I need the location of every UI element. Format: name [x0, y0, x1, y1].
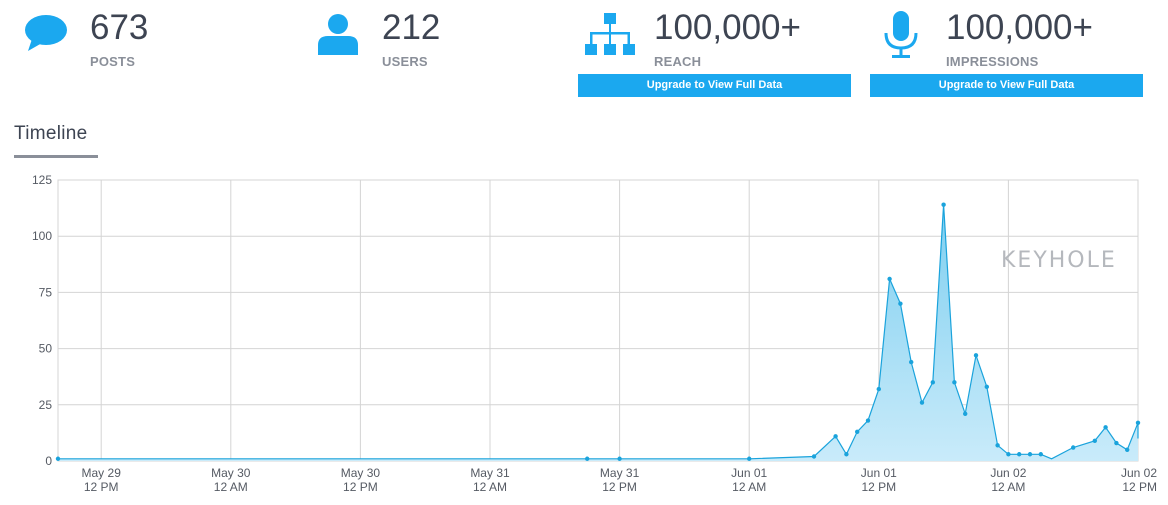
data-point[interactable]: [919, 400, 925, 405]
posts-value: 673: [90, 8, 149, 47]
x-tick-label-date: May 31: [600, 466, 640, 480]
keyhole-watermark: KEYHOLE: [1001, 248, 1117, 273]
data-point[interactable]: [952, 380, 957, 385]
x-tick-label-date: May 30: [211, 466, 251, 480]
reach-upgrade-button[interactable]: Upgrade to View Full Data: [578, 74, 851, 97]
x-tick-label-date: May 31: [470, 466, 510, 480]
data-point[interactable]: [865, 418, 871, 423]
users-value: 212: [382, 8, 441, 47]
y-tick-label: 75: [39, 285, 53, 299]
chat-bubble-icon: [24, 14, 68, 57]
data-point[interactable]: [1027, 452, 1033, 457]
x-tick-label-time: 12 PM: [84, 480, 119, 494]
data-point[interactable]: [1103, 425, 1108, 430]
x-tick-label-time: 12 AM: [473, 480, 507, 494]
data-point[interactable]: [876, 386, 881, 392]
stat-posts: 673 POSTS: [0, 0, 290, 100]
microphone-icon: [884, 11, 918, 64]
series-area-fill: [58, 204, 1138, 461]
x-tick-label-time: 12 PM: [602, 480, 637, 494]
user-icon: [318, 13, 358, 60]
data-point[interactable]: [55, 456, 61, 461]
data-point[interactable]: [1038, 452, 1044, 457]
data-point[interactable]: [1125, 447, 1130, 452]
y-tick-label: 50: [39, 342, 53, 356]
posts-label: POSTS: [90, 54, 136, 69]
stat-users: 212 USERS: [300, 0, 570, 100]
impressions-label: IMPRESSIONS: [946, 54, 1039, 69]
x-tick-label-time: 12 PM: [861, 480, 896, 494]
data-point[interactable]: [887, 276, 892, 282]
data-point[interactable]: [1092, 438, 1098, 443]
data-point[interactable]: [1017, 452, 1022, 457]
impressions-upgrade-button[interactable]: Upgrade to View Full Data: [870, 74, 1143, 97]
data-point[interactable]: [844, 452, 849, 457]
impressions-value: 100,000+: [946, 8, 1093, 47]
data-point[interactable]: [984, 384, 989, 390]
data-point[interactable]: [963, 411, 968, 416]
x-tick-label-time: 12 PM: [1122, 480, 1157, 494]
data-point[interactable]: [898, 301, 903, 306]
data-point[interactable]: [1135, 420, 1141, 425]
reach-label: REACH: [654, 54, 702, 69]
reach-value: 100,000+: [654, 8, 801, 47]
data-point[interactable]: [617, 456, 622, 461]
stat-impressions: 100,000+ IMPRESSIONS Upgrade to View Ful…: [870, 0, 1160, 100]
data-point[interactable]: [1114, 440, 1119, 446]
network-icon: [585, 13, 635, 62]
data-point[interactable]: [930, 380, 935, 385]
x-tick-label-date: Jun 02: [1121, 466, 1157, 480]
data-point[interactable]: [833, 434, 838, 439]
data-point[interactable]: [585, 456, 590, 461]
data-point[interactable]: [811, 454, 817, 459]
timeline-underline: [14, 155, 98, 158]
y-tick-label: 100: [32, 229, 52, 243]
data-point[interactable]: [909, 359, 914, 365]
data-point[interactable]: [855, 429, 860, 434]
x-tick-label-time: 12 PM: [343, 480, 378, 494]
data-point[interactable]: [747, 456, 752, 461]
data-point[interactable]: [1071, 445, 1076, 450]
x-tick-label-date: May 30: [341, 466, 381, 480]
users-label: USERS: [382, 54, 428, 69]
x-tick-label-date: Jun 01: [731, 466, 767, 480]
x-tick-label-time: 12 AM: [991, 480, 1025, 494]
x-tick-label-date: Jun 02: [990, 466, 1026, 480]
y-tick-label: 0: [45, 454, 52, 468]
x-tick-label-time: 12 AM: [732, 480, 766, 494]
data-point[interactable]: [1006, 452, 1011, 457]
y-tick-label: 25: [39, 398, 53, 412]
x-tick-label-date: May 29: [82, 466, 122, 480]
stat-reach: 100,000+ REACH Upgrade to View Full Data: [578, 0, 858, 100]
data-point[interactable]: [995, 443, 1000, 448]
data-point[interactable]: [941, 202, 946, 207]
x-tick-label-date: Jun 01: [861, 466, 897, 480]
data-point[interactable]: [973, 353, 979, 358]
timeline-title: Timeline: [14, 123, 88, 144]
x-tick-label-time: 12 AM: [214, 480, 248, 494]
y-tick-label: 125: [32, 173, 52, 187]
